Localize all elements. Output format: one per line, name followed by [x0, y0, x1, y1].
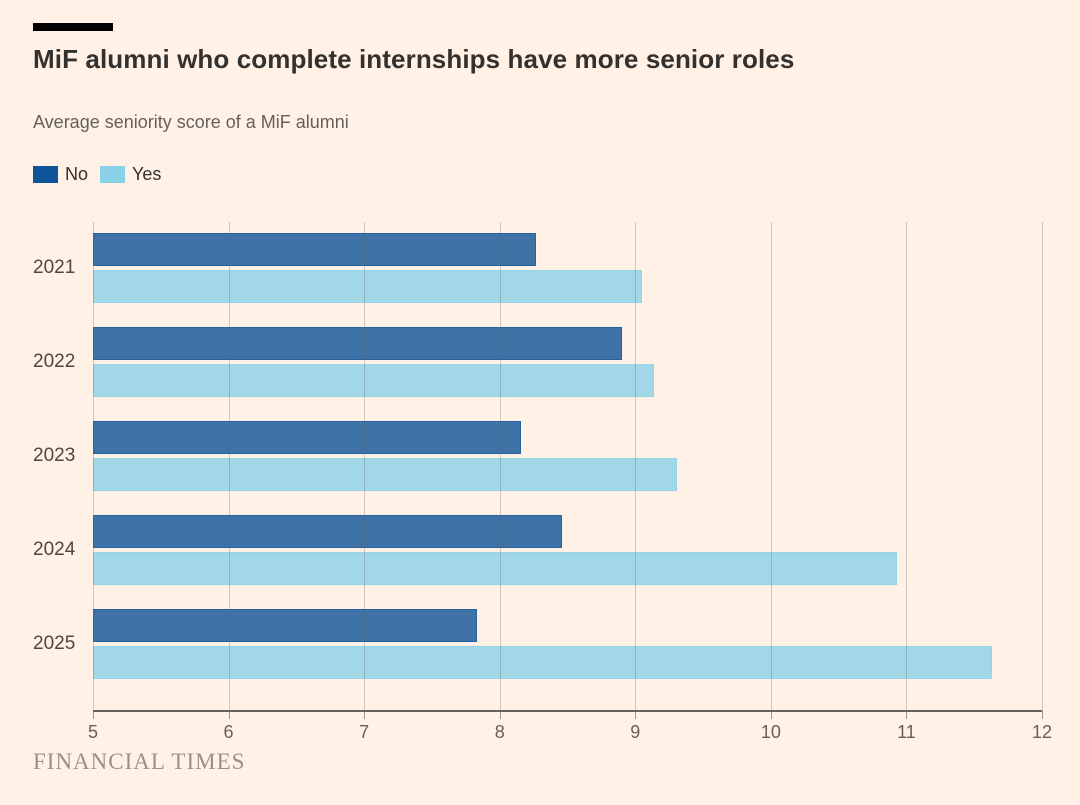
gridline [228, 222, 230, 711]
axis-tick-label: 9 [630, 722, 641, 742]
gridline [364, 222, 366, 711]
category-label: 2023 [33, 445, 76, 466]
bar-groups: 2021 2022 2023 2024 2025 [33, 233, 1042, 703]
category-label: 2022 [33, 351, 76, 372]
bar-2023-yes [93, 458, 678, 491]
axis-tick-label: 5 [87, 722, 99, 742]
axis-tick-mark [1042, 711, 1043, 719]
legend-label: No [65, 164, 89, 184]
bar-2025-yes [93, 646, 992, 679]
bar-group-2025: 2025 [33, 609, 1042, 679]
axis-tick-label: 12 [1031, 722, 1053, 742]
axis-tick-mark [93, 711, 94, 719]
bar-2023-no [93, 421, 522, 454]
legend-swatch-no [33, 166, 58, 183]
axis-tick-label: 10 [760, 722, 781, 742]
category-label: 2025 [33, 633, 76, 654]
axis-tick-label: 7 [359, 722, 370, 742]
category-label: 2024 [33, 539, 76, 560]
chart-title: MiF alumni who complete internships have… [33, 44, 795, 74]
bar-2022-yes [93, 364, 655, 397]
bar-2024-yes [93, 552, 897, 585]
ft-logo: FINANCIAL TIMES [33, 749, 246, 774]
category-label: 2021 [33, 257, 76, 278]
legend-item-no: No [33, 164, 88, 185]
chart-subtitle: Average seniority score of a MiF alumni [33, 112, 349, 132]
legend-item-yes: Yes [100, 164, 161, 185]
axis-tick-mark [770, 711, 772, 719]
axis-tick-mark [499, 711, 501, 719]
bar-group-2023: 2023 [33, 421, 1042, 491]
bar-2024-no [93, 515, 563, 548]
gridline [770, 222, 772, 711]
axis-tick-mark [635, 711, 637, 719]
plot-area: 2021 2022 2023 2024 2025 5 6 7 8 9 10 11 12 [33, 222, 1052, 742]
bar-2021-yes [93, 270, 643, 303]
bar-2025-no [93, 609, 477, 642]
bar-group-2024: 2024 [33, 515, 1042, 585]
legend: No Yes [33, 164, 161, 185]
axis-tick-mark [228, 711, 230, 719]
gridline [906, 222, 908, 711]
bar-2022-no [93, 327, 622, 360]
x-axis-line [93, 710, 1042, 712]
axis-tick-label: 8 [494, 722, 505, 742]
bar-group-2022: 2022 [33, 327, 1042, 397]
gridline [93, 222, 94, 711]
axis-tick-mark [906, 711, 908, 719]
bar-group-2021: 2021 [33, 233, 1042, 303]
legend-label: Yes [132, 164, 162, 184]
accent-bar [33, 23, 113, 31]
axis-tick-label: 6 [223, 722, 234, 742]
legend-swatch-yes [100, 166, 126, 183]
gridline [499, 222, 501, 711]
axis-tick-label: 11 [897, 722, 916, 742]
bar-2021-no [93, 233, 537, 266]
gridline [635, 222, 637, 711]
axis-tick-mark [364, 711, 366, 719]
gridline [1042, 222, 1043, 711]
